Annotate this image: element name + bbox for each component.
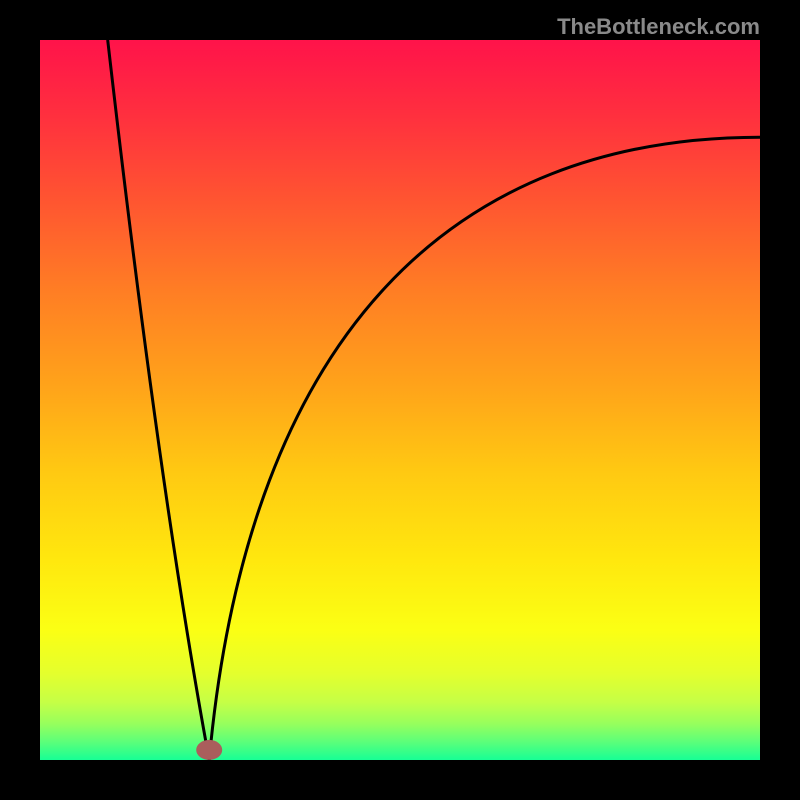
vertex-marker — [196, 740, 222, 760]
watermark-text: TheBottleneck.com — [557, 14, 760, 40]
gradient-background — [40, 40, 760, 760]
